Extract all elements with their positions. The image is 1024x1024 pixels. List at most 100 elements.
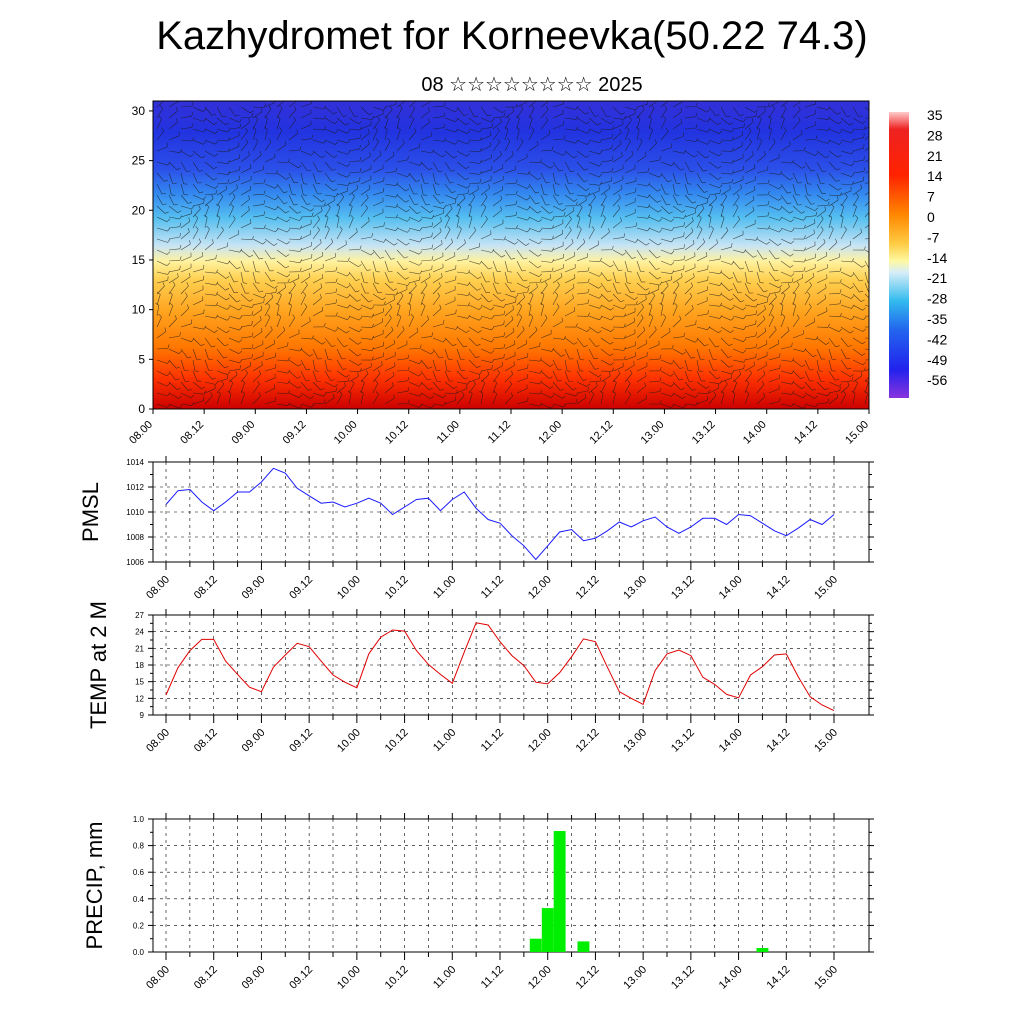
y-tick-label: 0.2 [133,921,145,930]
x-tick-label: 09.12 [287,574,315,602]
x-tick-label: 12.00 [526,574,554,602]
x-tick-label: 11.00 [431,727,458,754]
x-tick-label: 09.00 [240,727,268,755]
x-tick-label: 14.00 [717,727,745,755]
x-tick-label: 08.12 [192,964,220,992]
y-tick-label: 24 [135,628,144,637]
x-tick-label: 08.12 [192,727,220,755]
chart-title: Kazhydromet for Korneevka(50.22 74.3) [156,14,868,58]
y-tick-label: 21 [135,644,144,653]
y-tick-label: 18 [135,661,144,670]
precip-bar [553,831,566,952]
y-tick-label: 1008 [126,533,144,542]
colorbar-label: -42 [927,331,947,347]
heatmap-field [153,101,869,409]
y-tick-label: 0.8 [133,842,145,851]
series-line [165,467,835,561]
wind-barb-paths [155,101,869,409]
y-tick-label: 0.4 [133,895,145,904]
x-tick-label: 12.00 [526,727,554,755]
colorbar-label: 35 [927,107,943,123]
y-tick-label: 1014 [126,458,144,467]
colorbar-label: 21 [927,148,943,164]
y-tick-label: 15 [135,678,144,687]
y-tick-label: 12 [135,694,144,703]
x-tick-label: 12.12 [574,727,602,755]
x-tick-label: 13.12 [690,419,718,447]
panel-frame [152,818,870,953]
colorbar-label: 7 [927,189,935,205]
x-tick-label: 10.00 [335,727,363,755]
precip-bar [577,941,590,952]
x-tick-label: 10.00 [332,419,360,447]
precip-bar [541,908,554,952]
y-axis-title: PMSL [78,482,103,542]
x-tick-label: 14.00 [717,964,745,992]
colorbar-label: -49 [927,352,947,368]
x-tick-label: 08.00 [144,727,172,755]
x-tick-label: 08.12 [178,419,206,447]
chart-subtitle: 08 ☆☆☆☆☆☆☆☆ 2025 [421,74,643,96]
colorbar-label: 28 [927,127,943,143]
x-tick-label: 14.00 [717,574,745,602]
x-tick-label: 10.00 [335,574,363,602]
x-tick-label: 11.12 [479,964,506,991]
x-tick-label: 14.00 [741,419,769,447]
x-tick-label: 09.00 [240,964,268,992]
y-tick-label: 0.0 [133,948,145,957]
y-tick-label: 0.6 [133,868,145,877]
wind-barbs [155,101,869,409]
x-tick-label: 11.12 [486,419,513,446]
y-tick-label: 1006 [126,558,144,567]
temp-panel: 27 24 21 18 15 12 9 08.00 08.12 09.00 09.12 10.00 10… [86,601,874,755]
x-tick-label: 13.12 [669,727,697,755]
y-tick-label: 25 [132,154,146,168]
y-axis-title: TEMP at 2 M [86,601,111,729]
x-tick-label: 12.12 [574,574,602,602]
colorbar-label: -21 [927,270,947,286]
x-tick-label: 12.12 [574,964,602,992]
series-line [165,622,835,712]
x-tick-label: 08.00 [144,964,172,992]
x-tick-label: 13.00 [621,964,649,992]
colorbar-label: 14 [927,168,943,184]
precip-panel: 1.0 0.8 0.6 0.4 0.2 0.0 08.00 08.12 09.00 09.12 10… [82,813,874,992]
x-tick-label: 13.00 [621,574,649,602]
x-tick-label: 11.12 [479,574,506,601]
colorbar-label: -7 [927,229,940,245]
x-tick-label: 08.00 [127,419,155,447]
y-tick-label: 1012 [126,483,144,492]
x-tick-label: 11.00 [435,419,462,446]
y-tick-label: 30 [132,104,146,118]
x-tick-label: 09.12 [281,419,309,447]
x-tick-label: 14.12 [764,964,792,992]
x-tick-label: 09.12 [287,727,315,755]
colorbar-label: -35 [927,311,947,327]
x-tick-label: 11.00 [431,964,458,991]
y-tick-label: 1.0 [133,815,145,824]
x-tick-label: 14.12 [764,574,792,602]
y-tick-label: 27 [135,611,144,620]
x-tick-label: 10.12 [383,727,411,755]
x-tick-label: 10.12 [383,964,411,992]
x-tick-label: 12.12 [587,419,615,447]
x-tick-label: 15.00 [812,574,840,602]
x-tick-label: 15.00 [843,419,871,447]
x-tick-label: 15.00 [812,727,840,755]
x-tick-label: 09.00 [240,574,268,602]
colorbar-ramp [889,112,909,398]
y-tick-label: 10 [132,303,146,317]
y-tick-label: 0 [138,402,145,416]
x-tick-label: 15.00 [812,964,840,992]
x-tick-label: 09.00 [229,419,257,447]
x-tick-label: 08.00 [144,574,172,602]
x-tick-label: 13.12 [669,964,697,992]
colorbar: 35 28 21 14 7 0 -7 -14 -21 -28 -35 -42 -49 -56 [889,107,947,398]
y-tick-label: 15 [132,253,146,267]
y-tick-label: 20 [132,203,146,217]
precip-bar [529,938,542,952]
colorbar-label: 0 [927,209,935,225]
x-tick-label: 14.12 [764,727,792,755]
x-tick-label: 08.12 [192,574,220,602]
